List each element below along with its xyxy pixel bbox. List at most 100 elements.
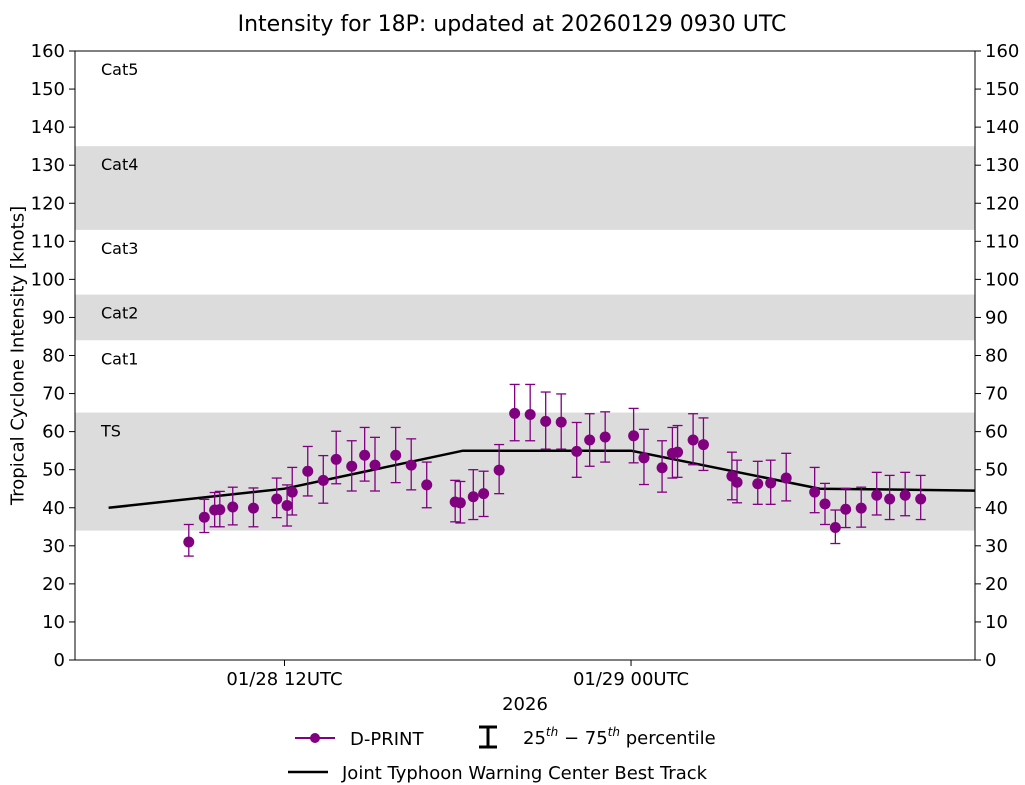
- dprint-marker: [227, 501, 239, 513]
- dprint-point: [697, 417, 709, 472]
- dprint-marker: [638, 452, 650, 464]
- chart-title: Intensity for 18P: updated at 20260129 0…: [238, 12, 787, 37]
- y-tick-label-left: 50: [42, 460, 65, 481]
- dprint-point: [478, 470, 490, 518]
- dprint-marker: [405, 459, 417, 471]
- category-bands: [75, 146, 975, 531]
- dprint-point: [915, 474, 927, 521]
- dprint-marker: [346, 460, 358, 472]
- y-tick-label-left: 80: [42, 346, 65, 367]
- dprint-point: [584, 413, 596, 467]
- y-tick-label-left: 10: [42, 612, 65, 633]
- band-label-cat5: Cat5: [101, 60, 138, 79]
- y-tick-label-right: 80: [985, 346, 1008, 367]
- dprint-point: [628, 407, 640, 464]
- dprint-point: [731, 459, 743, 504]
- y-tick-label-left: 150: [31, 79, 65, 100]
- y-tick-label-left: 160: [31, 41, 65, 62]
- dprint-marker: [359, 449, 371, 461]
- dprint-marker: [509, 407, 521, 419]
- y-tick-label-right: 30: [985, 536, 1008, 557]
- dprint-marker: [628, 430, 640, 442]
- band-cat2: [75, 294, 975, 341]
- dprint-marker: [317, 474, 329, 486]
- dprint-point: [493, 443, 505, 495]
- dprint-point: [809, 466, 821, 514]
- y-axis-label: Tropical Cyclone Intensity [knots]: [7, 206, 28, 506]
- dprint-marker: [214, 504, 226, 516]
- dprint-marker: [271, 493, 283, 505]
- dprint-point: [390, 426, 402, 484]
- dprint-point: [780, 452, 792, 502]
- band-label-cat1: Cat1: [101, 349, 138, 368]
- dprint-marker: [540, 415, 552, 427]
- dprint-marker: [493, 464, 505, 476]
- dprint-point: [524, 383, 536, 442]
- category-labels: TS Cat1 Cat2 Cat3 Cat4 Cat5: [100, 60, 138, 441]
- y-tick-label-right: 20: [985, 574, 1008, 595]
- y-tick-label-left: 120: [31, 193, 65, 214]
- dprint-marker: [731, 476, 743, 488]
- dprint-series: [183, 383, 927, 557]
- dprint-marker: [198, 511, 210, 523]
- dprint-marker: [819, 498, 831, 510]
- legend-dprint-marker: [310, 733, 320, 743]
- dprint-marker: [478, 488, 490, 500]
- dprint-point: [183, 523, 195, 557]
- y-tick-label-right: 40: [985, 498, 1008, 519]
- x-tick-label: 01/28 12UTC: [226, 669, 342, 690]
- dprint-point: [198, 498, 210, 534]
- band-label-cat2: Cat2: [101, 304, 138, 323]
- dprint-point: [765, 459, 777, 505]
- y-tick-label-right: 100: [985, 269, 1019, 290]
- dprint-point: [227, 486, 239, 526]
- dprint-marker: [697, 439, 709, 451]
- y-tick-label-left: 90: [42, 307, 65, 328]
- dprint-point: [884, 474, 896, 521]
- dprint-marker: [467, 491, 479, 503]
- dprint-point: [286, 466, 298, 516]
- dprint-point: [899, 471, 911, 517]
- dprint-point: [509, 383, 521, 442]
- dprint-marker: [599, 431, 611, 443]
- dprint-point: [421, 461, 433, 509]
- dprint-marker: [884, 493, 896, 505]
- y-tick-label-left: 110: [31, 231, 65, 252]
- y-tick-label-right: 0: [985, 650, 996, 671]
- legend: D-PRINT 25th − 75th percentile Joint Typ…: [288, 725, 716, 784]
- plot-frame: [74, 50, 976, 661]
- dprint-marker: [765, 477, 777, 489]
- dprint-marker: [571, 445, 583, 457]
- dprint-marker: [672, 446, 684, 458]
- dprint-point: [359, 426, 371, 482]
- y-tick-label-right: 120: [985, 193, 1019, 214]
- dprint-marker: [281, 499, 293, 511]
- dprint-point: [540, 391, 552, 450]
- dprint-marker: [899, 489, 911, 501]
- dprint-marker: [286, 486, 298, 498]
- dprint-marker: [809, 486, 821, 498]
- dprint-marker: [302, 465, 314, 477]
- dprint-point: [271, 477, 283, 519]
- dprint-point: [346, 440, 358, 492]
- band-label-cat4: Cat4: [101, 155, 138, 174]
- y-tick-label-left: 70: [42, 384, 65, 405]
- band-label-cat3: Cat3: [101, 239, 138, 258]
- y-tick-label-left: 30: [42, 536, 65, 557]
- dprint-point: [871, 471, 883, 516]
- dprint-marker: [555, 416, 567, 428]
- dprint-marker: [855, 502, 867, 514]
- dprint-marker: [247, 502, 259, 514]
- y-tick-label-right: 150: [985, 79, 1019, 100]
- y-tick-label-right: 140: [985, 117, 1019, 138]
- dprint-marker: [840, 503, 852, 515]
- y-tick-label-right: 110: [985, 231, 1019, 252]
- legend-errorbar-icon: [479, 725, 497, 749]
- dprint-point: [687, 413, 699, 466]
- dprint-point: [638, 428, 650, 486]
- dprint-point: [555, 393, 567, 450]
- dprint-marker: [687, 434, 699, 446]
- dprint-point: [829, 509, 841, 545]
- dprint-point: [855, 486, 867, 528]
- y-tick-label-right: 50: [985, 460, 1008, 481]
